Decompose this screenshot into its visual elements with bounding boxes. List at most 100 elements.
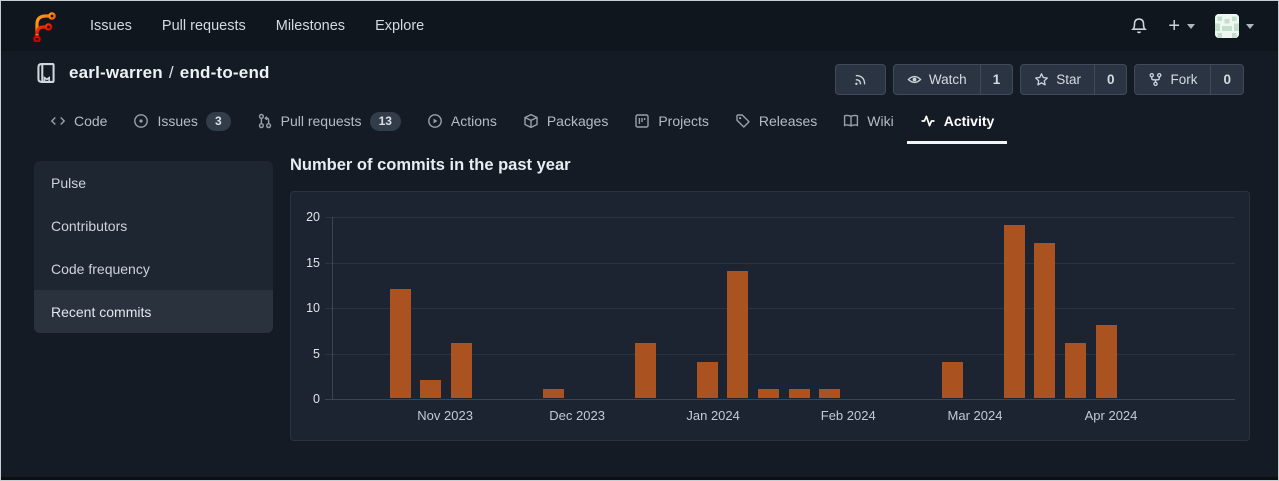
fork-count[interactable]: 0 [1210, 65, 1243, 94]
repo-name-link[interactable]: end-to-end [179, 63, 270, 82]
pull-requests-count-badge: 13 [369, 111, 401, 131]
tab-label: Wiki [867, 113, 894, 129]
commit-bar[interactable] [635, 343, 657, 398]
tab-packages[interactable]: Packages [510, 101, 621, 144]
commit-bar[interactable] [1095, 325, 1117, 398]
y-axis-tick-label: 10 [306, 301, 320, 315]
nav-link-issues[interactable]: Issues [90, 18, 132, 34]
gridline [325, 262, 1235, 264]
y-axis-tick-label: 5 [313, 346, 320, 361]
top-navbar: Issues Pull requests Milestones Explore … [1, 1, 1278, 51]
window-bottom-edge [1, 477, 1278, 480]
issues-count-badge: 3 [205, 111, 231, 131]
repo-owner-link[interactable]: earl-warren [69, 63, 163, 82]
star-count[interactable]: 0 [1093, 65, 1127, 94]
fork-button-label: Fork [1170, 72, 1198, 87]
x-axis-month-label: Feb 2024 [820, 408, 876, 423]
tab-label: Code [74, 113, 108, 129]
commit-bar[interactable] [696, 361, 718, 398]
tab-label: Issues [157, 113, 198, 129]
commit-bar[interactable] [450, 343, 472, 398]
commits-chart-panel: 0 5 10 15 20 Nov 2023 Dec 2023 Jan 2024 Feb 2024… [290, 191, 1250, 441]
user-menu[interactable] [1215, 14, 1254, 38]
commit-bar[interactable] [788, 388, 810, 398]
repo-header: earl-warren / end-to-end Watch [1, 51, 1278, 101]
gridline [325, 308, 1235, 309]
gridline [325, 399, 1235, 400]
navbar-right: + [1130, 14, 1254, 38]
repo-action-buttons: Watch 1 Star 0 Fo [834, 64, 1244, 95]
tab-pull-requests[interactable]: Pull requests 13 [244, 101, 414, 144]
tab-projects[interactable]: Projects [621, 101, 722, 144]
chart-title: Number of commits in the past year [290, 156, 571, 174]
create-new-dropdown[interactable]: + [1168, 16, 1195, 36]
avatar [1215, 14, 1239, 38]
book-icon [844, 114, 859, 127]
x-axis-month-label: Mar 2024 [947, 408, 1003, 423]
x-axis-month-label: Nov 2023 [417, 408, 473, 423]
plus-icon: + [1168, 15, 1180, 37]
git-pull-request-icon [258, 113, 271, 129]
fork-button[interactable]: Fork 0 [1134, 64, 1244, 95]
code-icon [50, 117, 66, 125]
nav-link-milestones[interactable]: Milestones [275, 18, 346, 34]
rss-feed-button[interactable] [834, 64, 886, 95]
y-axis-line [332, 217, 333, 399]
play-circle-icon [428, 114, 442, 128]
y-axis-tick-label: 0 [313, 392, 320, 406]
gridline [325, 217, 1235, 218]
navbar-links: Issues Pull requests Milestones Explore [75, 1, 439, 51]
commit-bar[interactable] [942, 361, 964, 398]
commit-bar[interactable] [1003, 225, 1025, 398]
nav-link-explore[interactable]: Explore [375, 18, 425, 34]
notifications-bell-icon[interactable] [1130, 17, 1148, 35]
package-icon [524, 113, 538, 129]
star-icon [1035, 73, 1049, 86]
watch-button-label: Watch [928, 72, 967, 87]
gridline [325, 353, 1235, 355]
tab-label: Activity [943, 113, 995, 129]
nav-link-pull-requests[interactable]: Pull requests [161, 18, 246, 34]
tab-label: Actions [450, 113, 497, 129]
tab-code[interactable]: Code [37, 101, 120, 144]
pulse-icon [921, 115, 935, 127]
watch-button[interactable]: Watch 1 [892, 64, 1014, 95]
star-button[interactable]: Star 0 [1020, 64, 1128, 95]
sidebar-item-recent-commits[interactable]: Recent commits [34, 290, 273, 333]
tab-label: Packages [546, 113, 609, 129]
sidebar-item-contributors[interactable]: Contributors [51, 217, 128, 234]
tab-activity[interactable]: Activity [906, 101, 1008, 144]
tab-wiki[interactable]: Wiki [830, 101, 906, 144]
commit-bar[interactable] [543, 388, 564, 398]
tab-issues[interactable]: Issues 3 [120, 101, 243, 144]
repo-title: earl-warren / end-to-end [35, 62, 270, 84]
commit-bar[interactable] [420, 379, 442, 398]
sidebar-item-pulse[interactable]: Pulse [51, 174, 87, 191]
activity-sidebar: Pulse Contributors Code frequency Recent… [34, 161, 273, 333]
plot-area: 0 5 10 15 20 Nov 2023 Dec 2023 Jan 2024 Feb 2024… [306, 210, 1235, 423]
eye-icon [907, 75, 922, 84]
project-icon [635, 114, 650, 128]
repo-tabbar: Code Issues 3 Pull requests 13 Actions P… [1, 101, 1278, 144]
rss-icon [855, 74, 866, 86]
sidebar-item-code-frequency[interactable]: Code frequency [51, 260, 150, 277]
commit-bar[interactable] [1064, 343, 1086, 398]
watch-count[interactable]: 1 [979, 65, 1013, 94]
tab-actions[interactable]: Actions [414, 101, 510, 144]
repository-icon [37, 63, 55, 83]
chevron-down-icon [1187, 23, 1195, 29]
repo-name: earl-warren / end-to-end [69, 63, 270, 83]
commit-bar[interactable] [757, 388, 779, 398]
commit-bar[interactable] [819, 388, 841, 398]
tab-releases[interactable]: Releases [722, 101, 830, 144]
y-axis-tick-label: 20 [306, 210, 320, 224]
forgejo-logo-icon[interactable] [31, 10, 57, 42]
tab-label: Projects [658, 113, 709, 129]
chevron-down-icon [1246, 23, 1254, 29]
tab-label: Pull requests [280, 113, 362, 129]
commit-bar[interactable] [389, 288, 411, 398]
fork-icon [1149, 72, 1162, 87]
commit-bar[interactable] [1034, 243, 1056, 398]
commit-bar[interactable] [727, 270, 749, 398]
